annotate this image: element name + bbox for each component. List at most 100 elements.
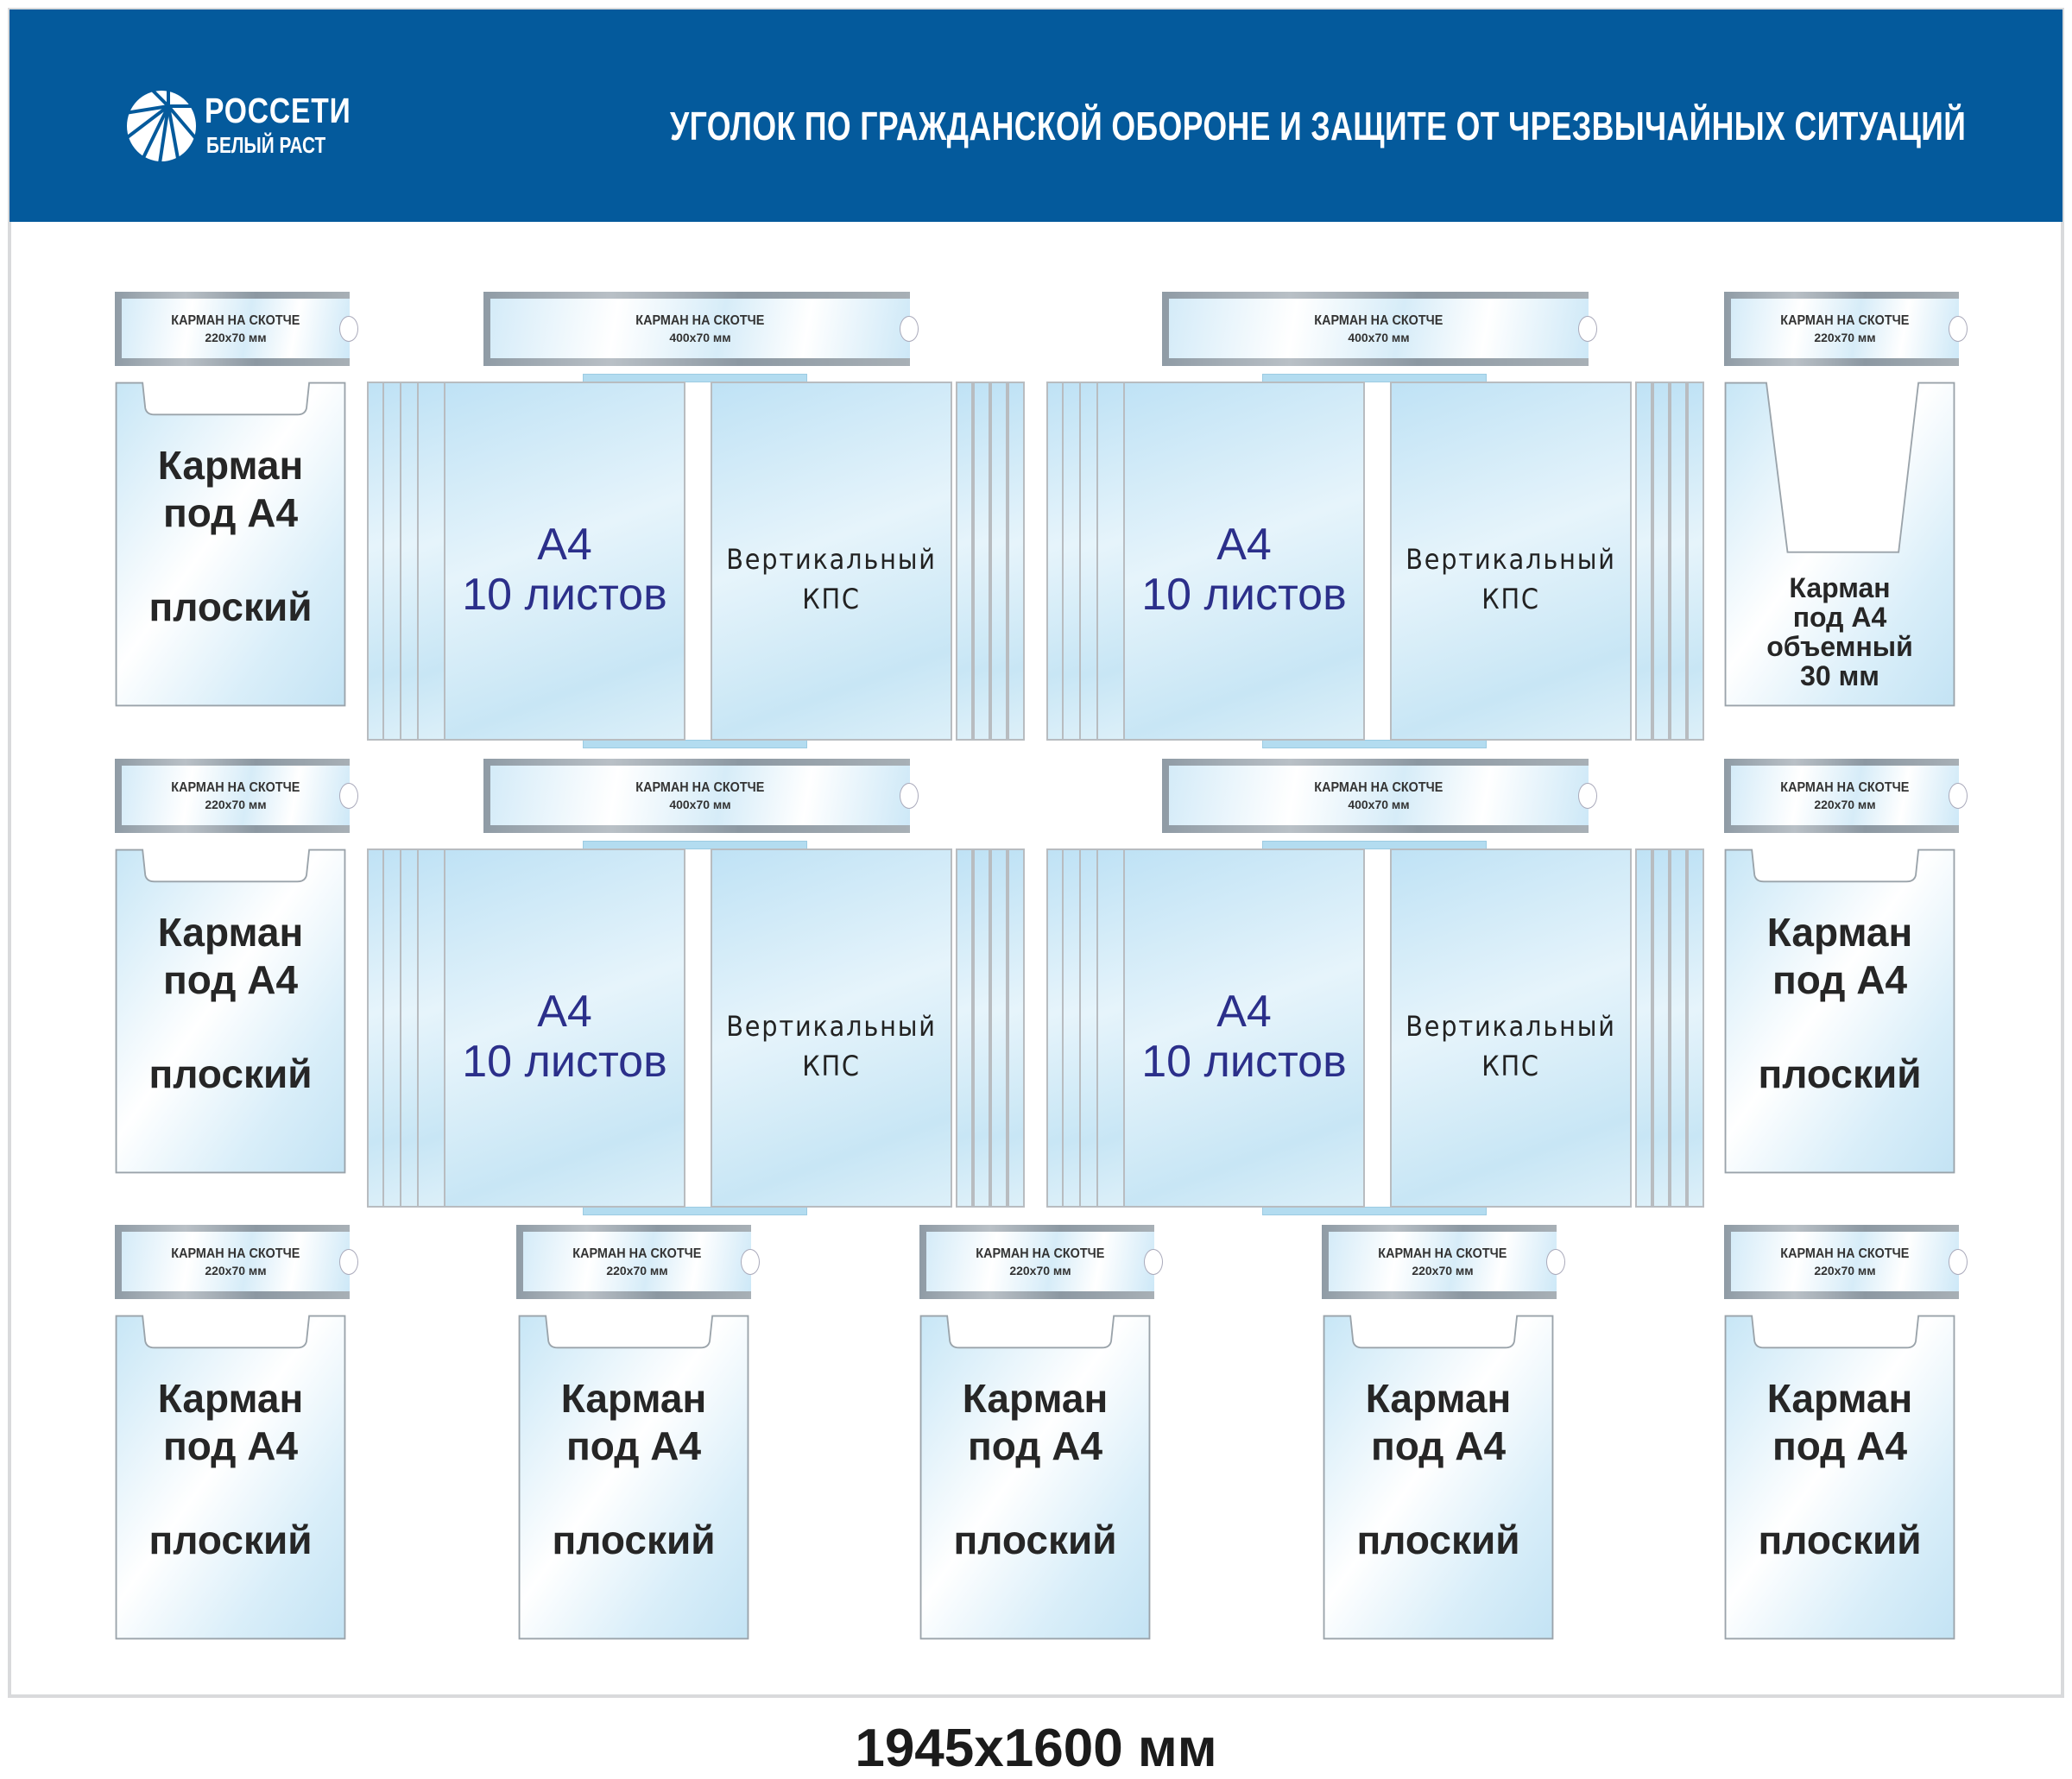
kps-left-line: 10 листов [462, 1037, 667, 1087]
label-size: 220x70 мм [205, 330, 267, 344]
kps-right-text: Вертикальный КПС [1402, 539, 1620, 619]
label-notch [900, 783, 919, 809]
pocket-text-line: под А4 [1792, 602, 1887, 633]
a4-pocket-flat: Карман под А4 плоский [1724, 848, 1955, 1174]
kps-sheet-right [711, 382, 952, 741]
kps-left-text: А4 10 листов [444, 520, 685, 620]
label-notch [1949, 316, 1968, 342]
logo-subtitle: БЕЛЫЙ РАСТ [206, 132, 326, 158]
label-title: КАРМАН НА СКОТЧЕ [1314, 779, 1443, 795]
kps-sheet-edge [1652, 848, 1670, 1208]
kps-sheet-edge [956, 848, 973, 1208]
label-pocket-face: КАРМАН НА СКОТЧЕ 220x70 мм [1731, 299, 1959, 358]
pocket-text-line: плоский [1758, 1517, 1922, 1562]
kps-sheet-right [1390, 382, 1632, 741]
kps-sheet-edge [1670, 382, 1687, 741]
kps-top-holder [583, 374, 807, 382]
pocket-text-line: Карман [560, 1376, 707, 1421]
pocket-text-line: плоский [148, 1517, 313, 1562]
label-size: 220x70 мм [1412, 1263, 1474, 1277]
vertical-kps: А4 10 листов Вертикальный КПС [367, 374, 1025, 748]
pocket-text-line: Карман [157, 910, 304, 955]
label-pocket-face: КАРМАН НА СКОТЧЕ 400x70 мм [490, 766, 910, 825]
kps-top-holder [1262, 374, 1487, 382]
label-pocket: КАРМАН НА СКОТЧЕ 220x70 мм [115, 1225, 358, 1299]
label-pocket: КАРМАН НА СКОТЧЕ 220x70 мм [115, 292, 358, 366]
label-title: КАРМАН НА СКОТЧЕ [635, 779, 765, 795]
label-pocket-face: КАРМАН НА СКОТЧЕ 220x70 мм [1731, 766, 1959, 825]
pocket-text-line: объемный [1766, 631, 1913, 662]
a4-pocket-flat: Карман под А4 плоский [919, 1315, 1151, 1640]
vertical-kps: А4 10 листов Вертикальный КПС [1046, 374, 1704, 748]
label-notch [741, 1249, 760, 1275]
label-pocket: КАРМАН НА СКОТЧЕ 400x70 мм [483, 292, 919, 366]
label-pocket: КАРМАН НА СКОТЧЕ 400x70 мм [1162, 292, 1597, 366]
pocket-text: Карман под А4 плоский [115, 442, 346, 631]
kps-left-line: 10 листов [1141, 570, 1347, 620]
a4-pocket-flat: Карман под А4 плоский [1724, 1315, 1955, 1640]
pocket-text-line: под А4 [1370, 1423, 1507, 1468]
label-size: 400x70 мм [1348, 330, 1410, 344]
label-size: 400x70 мм [669, 797, 731, 811]
kps-sheet-edge [973, 382, 990, 741]
kps-sheet-right [711, 848, 952, 1208]
label-pocket: КАРМАН НА СКОТЧЕ 220x70 мм [1724, 1225, 1968, 1299]
kps-sheet-edge [1670, 848, 1687, 1208]
kps-left-line: А4 [1216, 987, 1272, 1037]
kps-right-line: Вертикальный [726, 1010, 937, 1043]
kps-right-line: Вертикальный [1406, 543, 1616, 576]
label-pocket: КАРМАН НА СКОТЧЕ 400x70 мм [483, 759, 919, 833]
label-pocket: КАРМАН НА СКОТЧЕ 220x70 мм [1322, 1225, 1565, 1299]
a4-pocket-flat: Карман под А4 плоский [518, 1315, 749, 1640]
label-pocket-face: КАРМАН НА СКОТЧЕ 220x70 мм [523, 1232, 751, 1291]
kps-bottom-holder [1262, 740, 1487, 748]
label-size: 220x70 мм [606, 1263, 668, 1277]
label-pocket-face: КАРМАН НА СКОТЧЕ 400x70 мм [490, 299, 910, 358]
pocket-text-line: Карман [1365, 1376, 1512, 1421]
kps-left-text: А4 10 листов [1123, 520, 1365, 620]
label-title: КАРМАН НА СКОТЧЕ [171, 779, 300, 795]
label-notch [1578, 316, 1597, 342]
label-pocket-face: КАРМАН НА СКОТЧЕ 220x70 мм [1329, 1232, 1557, 1291]
kps-sheet-edge [1635, 848, 1652, 1208]
pocket-text-line: Карман [962, 1376, 1109, 1421]
kps-right-text: Вертикальный КПС [723, 539, 940, 619]
label-pocket: КАРМАН НА СКОТЧЕ 220x70 мм [919, 1225, 1163, 1299]
kps-bottom-holder [1262, 1207, 1487, 1215]
pocket-text-line: плоский [148, 584, 313, 629]
label-pocket-face: КАРМАН НА СКОТЧЕ 220x70 мм [926, 1232, 1154, 1291]
kps-left-line: А4 [537, 987, 592, 1037]
pocket-text-line: 30 мм [1800, 660, 1879, 691]
kps-right-line: КПС [802, 1050, 861, 1082]
pocket-text: Карман под А4 плоский [115, 1375, 346, 1564]
pocket-text-line: под А4 [162, 957, 299, 1002]
pocket-text-line: под А4 [967, 1423, 1103, 1468]
kps-sheet-edge [1687, 382, 1704, 741]
label-pocket: КАРМАН НА СКОТЧЕ 400x70 мм [1162, 759, 1597, 833]
kps-sheet-left [444, 848, 685, 1208]
label-pocket: КАРМАН НА СКОТЧЕ 220x70 мм [516, 1225, 760, 1299]
pocket-text: Карман под А4 плоский [115, 909, 346, 1098]
logo-name: РОССЕТИ [205, 91, 351, 130]
kps-sheet-edge [1635, 382, 1652, 741]
kps-right-line: Вертикальный [1406, 1010, 1616, 1043]
kps-right-text: Вертикальный КПС [723, 1006, 940, 1086]
kps-right-line: КПС [802, 583, 861, 615]
dimensions-label: 1945x1600 мм [855, 1719, 1217, 1778]
pocket-text-line: под А4 [1772, 1423, 1908, 1468]
pocket-text-line: Карман [157, 1376, 304, 1421]
label-title: КАРМАН НА СКОТЧЕ [1780, 1246, 1910, 1261]
kps-right-text: Вертикальный КПС [1402, 1006, 1620, 1086]
page-title: УГОЛОК ПО ГРАЖДАНСКОЙ ОБОРОНЕ И ЗАЩИТЕ О… [670, 104, 1967, 148]
a4-pocket-flat: Карман под А4 плоский [1323, 1315, 1554, 1640]
kps-sheet-edge [990, 382, 1008, 741]
pocket-text: Карман под А4 плоский [1724, 909, 1955, 1098]
label-title: КАРМАН НА СКОТЧЕ [1780, 779, 1910, 795]
label-size: 220x70 мм [205, 797, 267, 811]
kps-left-line: А4 [1216, 520, 1272, 570]
kps-sheet-edge [1687, 848, 1704, 1208]
label-pocket: КАРМАН НА СКОТЧЕ 220x70 мм [115, 759, 358, 833]
kps-bottom-holder [583, 1207, 807, 1215]
label-size: 220x70 мм [1814, 1263, 1876, 1277]
label-title: КАРМАН НА СКОТЧЕ [1314, 312, 1443, 328]
